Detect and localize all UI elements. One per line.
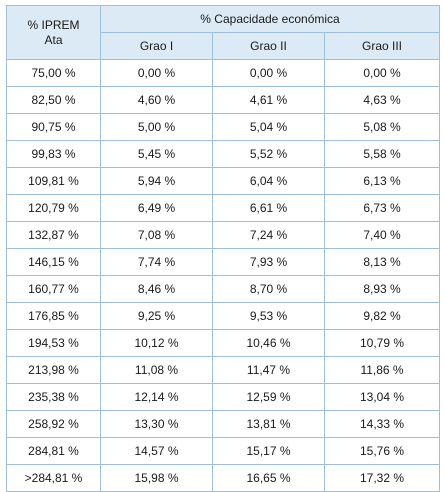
grao-1-cell: 0,00 % [100,59,213,87]
table-row: 160,77 % 8,46 % 8,70 % 8,93 % [6,275,441,303]
grao-3-cell: 4,63 % [323,86,441,114]
iprem-column-header: % IPREM Ata [6,5,101,60]
grao-3-cell: 13,04 % [323,383,441,411]
grao-1-cell: 11,08 % [100,356,213,384]
grao-1-cell: 9,25 % [100,302,213,330]
grao-3-cell: 0,00 % [323,59,441,87]
capacity-group-header: % Capacidade económica [99,5,441,33]
table-body: 75,00 % 0,00 % 0,00 % 0,00 % 82,50 % 4,60 % 4,… [6,59,441,492]
grao-2-cell: 8,70 % [212,275,325,303]
table-row: 146,15 % 7,74 % 7,93 % 8,13 % [6,248,441,276]
table-row: 120,79 % 6,49 % 6,61 % 6,73 % [6,194,441,222]
grao-1-cell: 4,60 % [100,86,213,114]
column-header-grao-1: Grao I [100,32,213,60]
iprem-cell: 160,77 % [6,275,101,303]
grao-3-cell: 6,13 % [323,167,441,195]
column-header-grao-2: Grao II [212,32,325,60]
iprem-cell: 235,38 % [6,383,101,411]
grao-3-cell: 5,58 % [323,140,441,168]
table-row: 132,87 % 7,08 % 7,24 % 7,40 % [6,221,441,249]
iprem-cell: 213,98 % [6,356,101,384]
grao-1-cell: 10,12 % [100,329,213,357]
grao-3-cell: 8,93 % [323,275,441,303]
table-row: 90,75 % 5,00 % 5,04 % 5,08 % [6,113,441,141]
grao-1-cell: 15,98 % [100,464,213,492]
grao-1-cell: 12,14 % [100,383,213,411]
iprem-cell: 109,81 % [6,167,101,195]
table-row: 194,53 % 10,12 % 10,46 % 10,79 % [6,329,441,357]
iprem-cell: 146,15 % [6,248,101,276]
grao-1-cell: 7,08 % [100,221,213,249]
grao-1-cell: 8,46 % [100,275,213,303]
grao-2-cell: 5,04 % [212,113,325,141]
iprem-cell: 284,81 % [6,437,101,465]
iprem-cell: >284,81 % [6,464,101,492]
iprem-cell: 120,79 % [6,194,101,222]
iprem-cell: 132,87 % [6,221,101,249]
iprem-cell: 258,92 % [6,410,101,438]
grao-2-cell: 7,93 % [212,248,325,276]
grao-1-cell: 14,57 % [100,437,213,465]
grao-3-cell: 10,79 % [323,329,441,357]
iprem-cell: 99,83 % [6,140,101,168]
grao-2-cell: 11,47 % [212,356,325,384]
grao-3-cell: 15,76 % [323,437,441,465]
table-header: % IPREM Ata % Capacidade económica Grao … [6,5,441,60]
table-row: 82,50 % 4,60 % 4,61 % 4,63 % [6,86,441,114]
iprem-cell: 90,75 % [6,113,101,141]
grao-1-cell: 6,49 % [100,194,213,222]
grao-3-cell: 8,13 % [323,248,441,276]
grao-3-cell: 6,73 % [323,194,441,222]
grao-2-cell: 4,61 % [212,86,325,114]
capacity-table-container: % IPREM Ata % Capacidade económica Grao … [6,5,441,492]
grao-2-cell: 6,04 % [212,167,325,195]
grao-2-cell: 9,53 % [212,302,325,330]
table-row: 235,38 % 12,14 % 12,59 % 13,04 % [6,383,441,411]
grao-2-cell: 7,24 % [212,221,325,249]
grao-3-cell: 7,40 % [323,221,441,249]
grao-3-cell: 9,82 % [323,302,441,330]
grao-2-cell: 12,59 % [212,383,325,411]
grao-2-cell: 13,81 % [212,410,325,438]
grao-3-cell: 17,32 % [323,464,441,492]
table-row: 99,83 % 5,45 % 5,52 % 5,58 % [6,140,441,168]
grao-2-cell: 16,65 % [212,464,325,492]
grao-1-cell: 5,45 % [100,140,213,168]
iprem-cell: 176,85 % [6,302,101,330]
grao-3-cell: 5,08 % [323,113,441,141]
grao-3-cell: 11,86 % [323,356,441,384]
grao-1-cell: 13,30 % [100,410,213,438]
table-row: 75,00 % 0,00 % 0,00 % 0,00 % [6,59,441,87]
grao-2-cell: 15,17 % [212,437,325,465]
grao-2-cell: 6,61 % [212,194,325,222]
table-row: 176,85 % 9,25 % 9,53 % 9,82 % [6,302,441,330]
grao-1-cell: 5,94 % [100,167,213,195]
iprem-header-line1: % IPREM [27,17,80,32]
grao-1-cell: 5,00 % [100,113,213,141]
capacity-table: % IPREM Ata % Capacidade económica Grao … [6,5,441,492]
grao-3-cell: 14,33 % [323,410,441,438]
iprem-cell: 82,50 % [6,86,101,114]
grao-2-cell: 5,52 % [212,140,325,168]
table-row: >284,81 % 15,98 % 16,65 % 17,32 % [6,464,441,492]
iprem-header-line2: Ata [44,32,63,47]
table-row: 284,81 % 14,57 % 15,17 % 15,76 % [6,437,441,465]
grao-1-cell: 7,74 % [100,248,213,276]
grao-2-cell: 0,00 % [212,59,325,87]
iprem-cell: 194,53 % [6,329,101,357]
iprem-cell: 75,00 % [6,59,101,87]
table-row: 109,81 % 5,94 % 6,04 % 6,13 % [6,167,441,195]
table-row: 213,98 % 11,08 % 11,47 % 11,86 % [6,356,441,384]
table-row: 258,92 % 13,30 % 13,81 % 14,33 % [6,410,441,438]
grao-2-cell: 10,46 % [212,329,325,357]
column-header-grao-3: Grao III [323,32,441,60]
